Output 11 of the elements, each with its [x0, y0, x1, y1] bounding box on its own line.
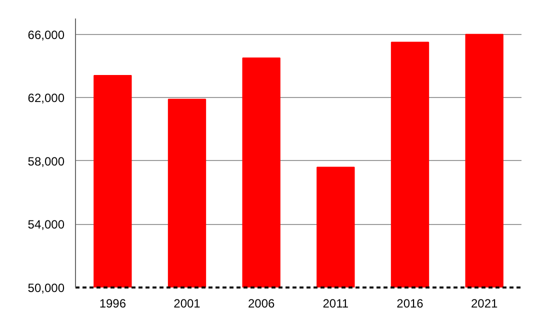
x-tick-label: 2011: [322, 296, 349, 310]
y-tick-label: 62,000: [28, 91, 65, 106]
x-tick-label: 2006: [248, 296, 276, 310]
y-tick-label: 66,000: [28, 28, 65, 42]
x-tick-label: 2021: [470, 296, 498, 310]
y-tick-label: 50,000: [28, 281, 65, 295]
y-tick-label: 54,000: [28, 218, 65, 232]
y-tick-label: 58,000: [28, 154, 65, 168]
x-tick-label: 2016: [396, 296, 424, 310]
x-tick-label: 2001: [174, 296, 201, 310]
x-tick-label: 1996: [99, 296, 126, 310]
